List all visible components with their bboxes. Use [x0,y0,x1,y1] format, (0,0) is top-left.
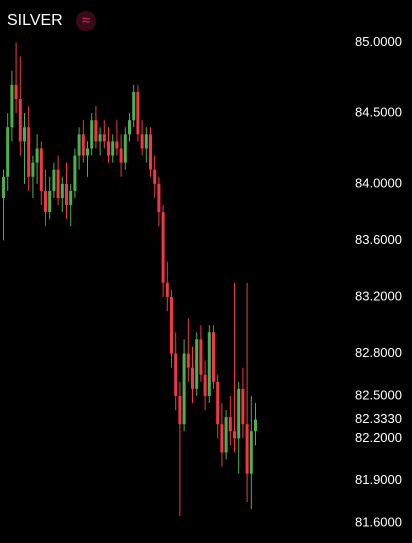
candle-body [165,282,169,297]
candle-body [140,134,144,149]
symbol-icon-bg [76,11,96,31]
candle-body [182,353,186,425]
candle-body [241,388,245,425]
y-tick-label: 84.5000 [355,105,402,120]
candle-body [157,183,161,213]
y-tick-label: 81.6000 [355,515,402,530]
candle-body [90,120,94,149]
candle-body [212,332,215,382]
candle-body [10,84,14,128]
y-tick-label: 82.5000 [355,387,402,402]
candle-body [195,339,199,389]
candle-body [86,148,89,156]
last-price-label: 82.3330 [355,411,402,426]
candle-body [31,162,35,177]
y-tick-label: 84.0000 [355,175,402,190]
candle-body [102,134,106,142]
candle-body [128,120,131,135]
candle-body [233,431,236,439]
candle-body [132,91,136,121]
candle-body [207,332,211,396]
y-tick-label: 85.0000 [355,34,402,49]
candle-body [174,353,178,396]
candle-body [119,148,123,163]
y-tick-label: 83.2000 [355,288,402,303]
candle-body [73,155,77,191]
candle-body [35,148,39,163]
candle-body [81,134,85,156]
candle-body [107,141,110,156]
candle-body [228,417,232,432]
candle-body [18,98,22,142]
candle-body [6,127,10,177]
candle-body [98,134,102,142]
candle-body [65,183,68,206]
candle-body [254,419,257,432]
candle-body [136,91,140,135]
candle-body [48,190,52,213]
candle-body [178,395,182,425]
candle-body [39,148,43,191]
candle-body [23,127,26,142]
candle-body [69,190,73,206]
candle-body [224,417,228,453]
candle-body [186,353,190,368]
candle-body [237,388,241,439]
candle-body [123,134,127,163]
y-tick-label: 82.8000 [355,345,402,360]
candle-body [216,381,220,425]
candle-body [115,141,119,149]
candle-body [199,339,203,375]
symbol-icon[interactable]: ≈ [82,12,90,29]
candle-body [60,183,64,198]
candle-body [170,296,173,354]
candle-body [245,424,249,474]
candle-body [27,127,31,177]
candle-body [144,134,148,149]
candle-body [220,424,224,453]
candle-body [77,134,81,156]
candle-body [203,374,207,396]
candle-body [94,120,98,142]
candle-body [56,169,60,198]
candle-body [149,134,152,170]
candle-body [52,169,56,191]
candle-body [249,431,253,474]
candle-body [153,169,157,184]
candle-body [2,176,5,198]
candle-body [44,190,47,213]
chart-title: SILVER [7,12,63,29]
candle-body [161,212,165,283]
candle-body [111,141,115,156]
candle-body [14,84,18,99]
y-tick-label: 83.6000 [355,232,402,247]
candle-body [191,367,194,389]
y-tick-label: 82.2000 [355,430,402,445]
y-tick-label: 81.9000 [355,472,402,487]
